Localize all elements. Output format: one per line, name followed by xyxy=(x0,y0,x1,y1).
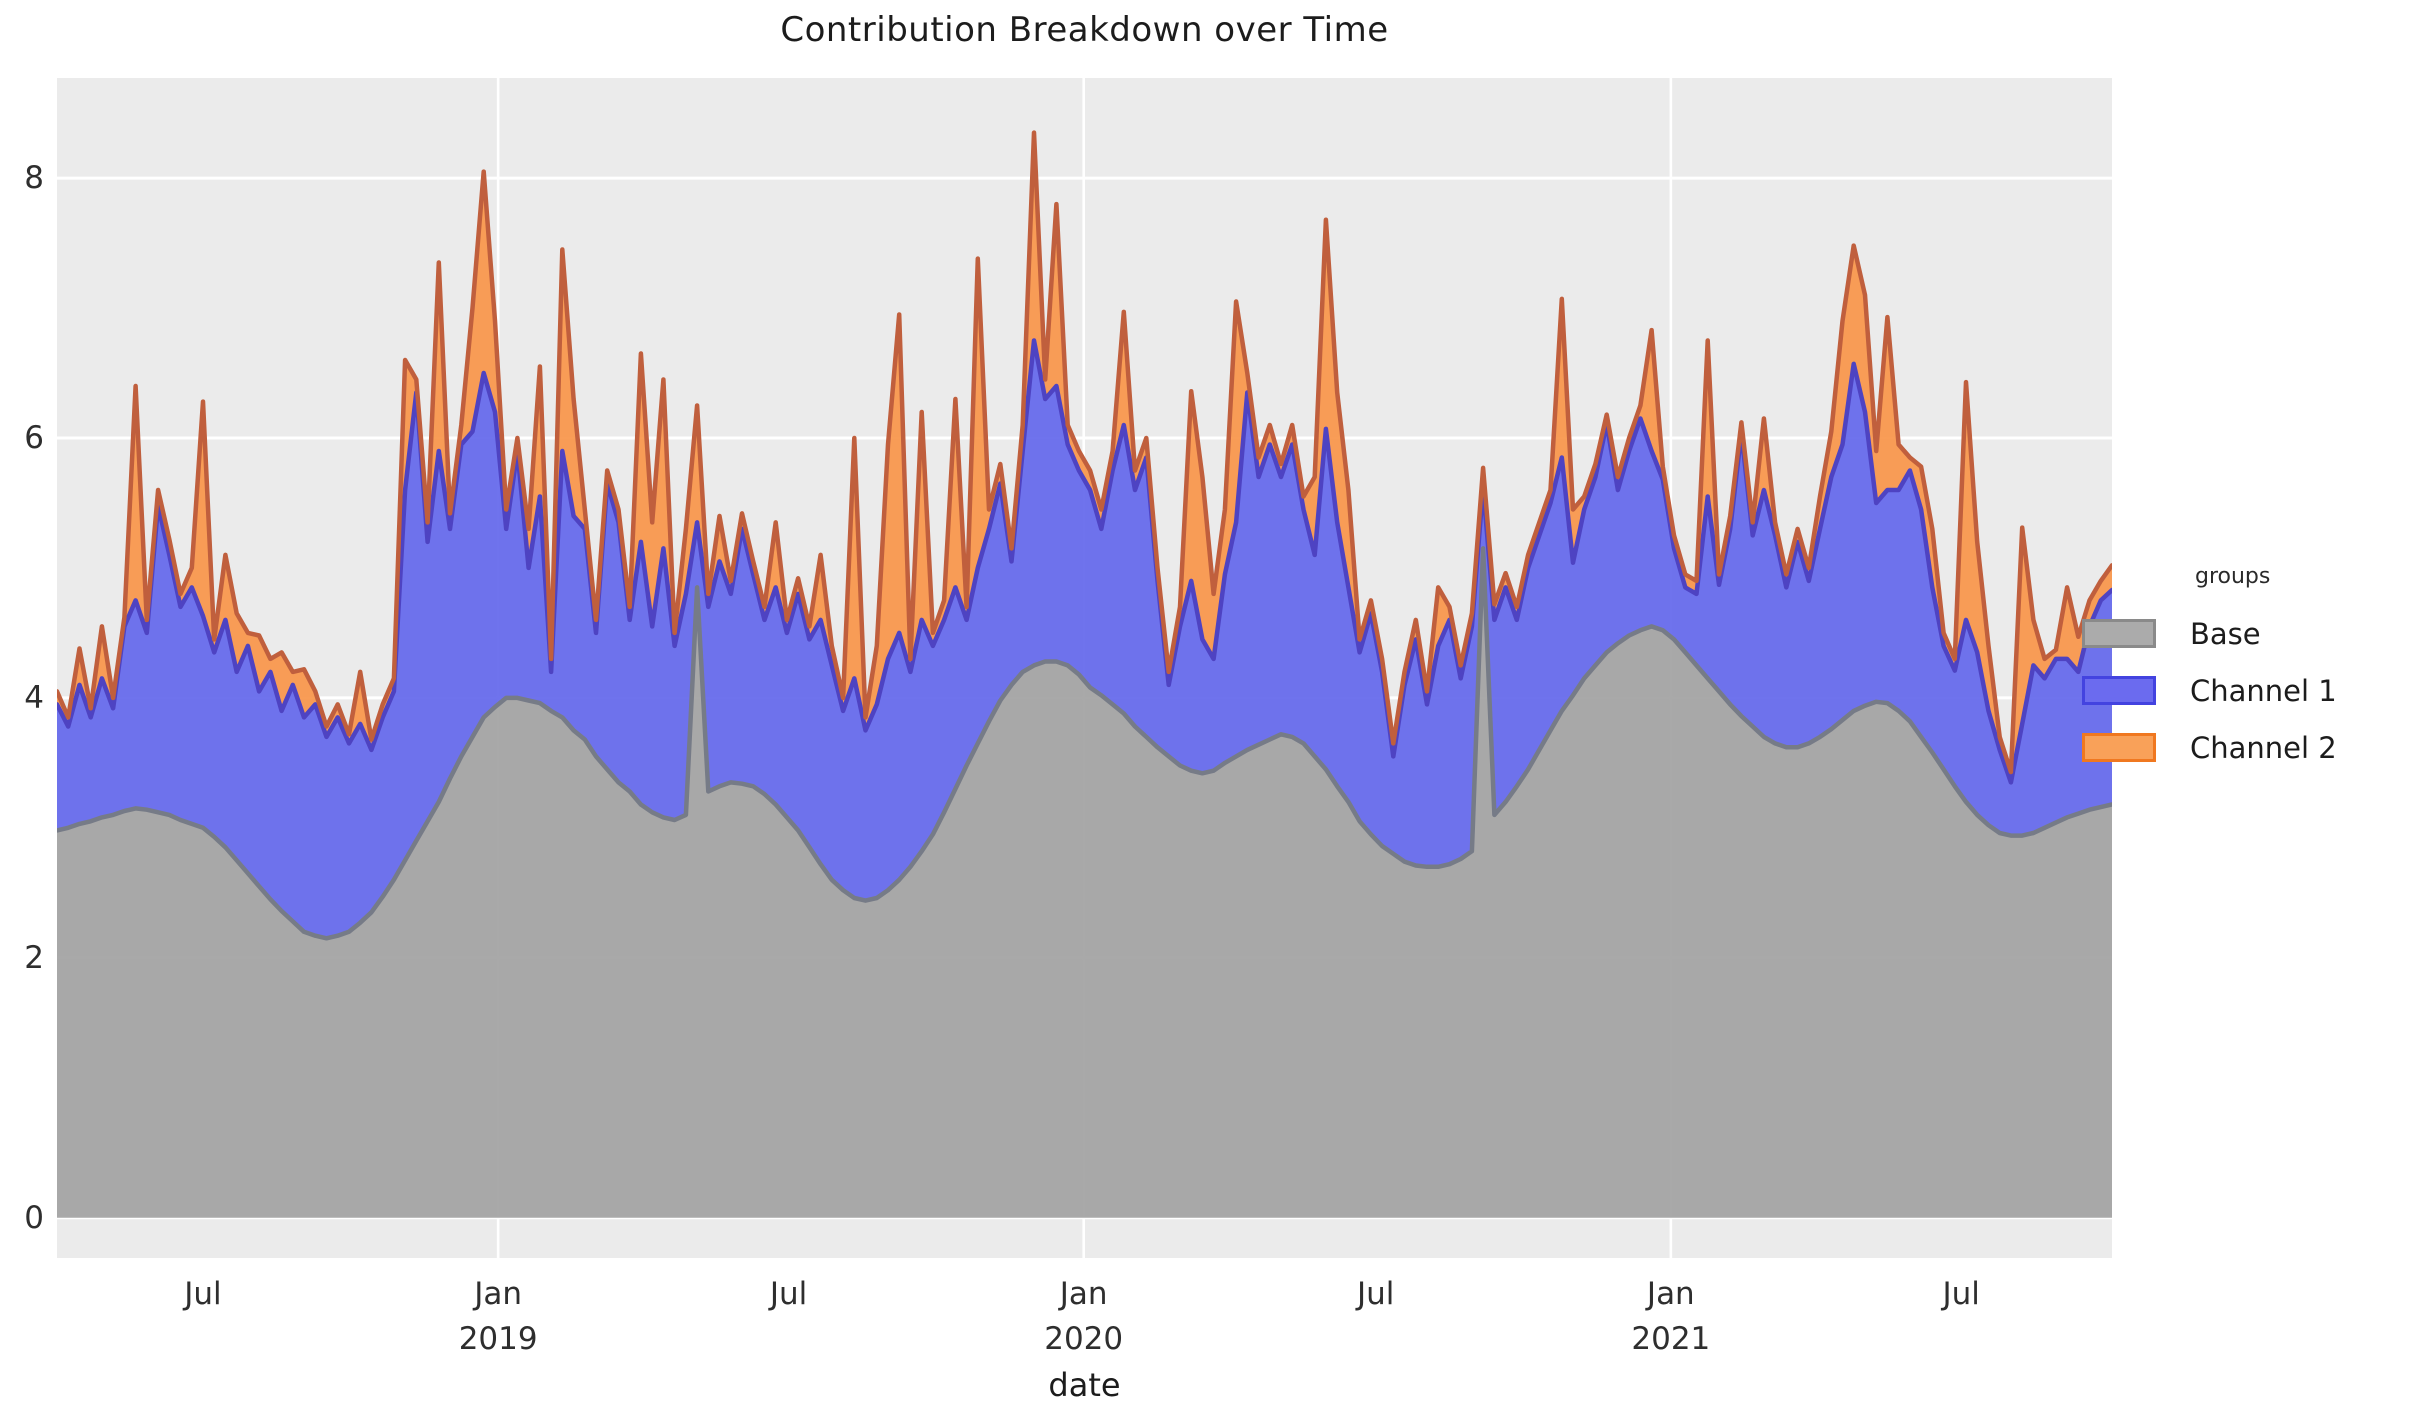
plot-panel xyxy=(57,78,2112,1258)
x-tick-label: Jul xyxy=(1356,1276,1395,1312)
legend-title: groups xyxy=(2195,564,2271,589)
legend-swatch-icon xyxy=(2082,619,2156,648)
chart-title: Contribution Breakdown over Time xyxy=(780,10,1389,50)
x-tick-label: Jan 2020 xyxy=(1044,1276,1124,1357)
y-tick-label: 6 xyxy=(24,419,44,456)
border-channel-1 xyxy=(57,338,2112,785)
x-tick-label: Jan 2021 xyxy=(1631,1276,1711,1357)
x-axis-title: date xyxy=(1048,1366,1121,1404)
y-tick-label: 8 xyxy=(24,160,44,197)
border-channel-2 xyxy=(57,130,2112,775)
legend-item-label: Channel 2 xyxy=(2190,730,2337,765)
legend: groups Base Channel 1 Channel 2 xyxy=(2082,564,2337,776)
y-tick-label: 2 xyxy=(24,939,44,976)
legend-swatch-icon xyxy=(2082,733,2156,762)
legend-item: Base xyxy=(2082,605,2337,662)
legend-item-label: Base xyxy=(2190,616,2261,651)
legend-item: Channel 1 xyxy=(2082,662,2337,719)
x-tick-label: Jan 2019 xyxy=(458,1276,538,1357)
y-tick-label: 4 xyxy=(24,679,44,716)
legend-swatch-icon xyxy=(2082,676,2156,705)
x-tick-label: Jul xyxy=(184,1276,222,1312)
legend-item: Channel 2 xyxy=(2082,719,2337,776)
y-tick-label: 0 xyxy=(24,1199,44,1236)
border-base xyxy=(57,546,2112,941)
legend-items: Base Channel 1 Channel 2 xyxy=(2082,605,2337,776)
legend-item-label: Channel 1 xyxy=(2190,673,2337,708)
x-tick-label: Jul xyxy=(1942,1276,1980,1312)
area-channel-1 xyxy=(57,340,2112,939)
x-tick-label: Jul xyxy=(769,1276,808,1312)
area-base xyxy=(57,548,2112,1218)
